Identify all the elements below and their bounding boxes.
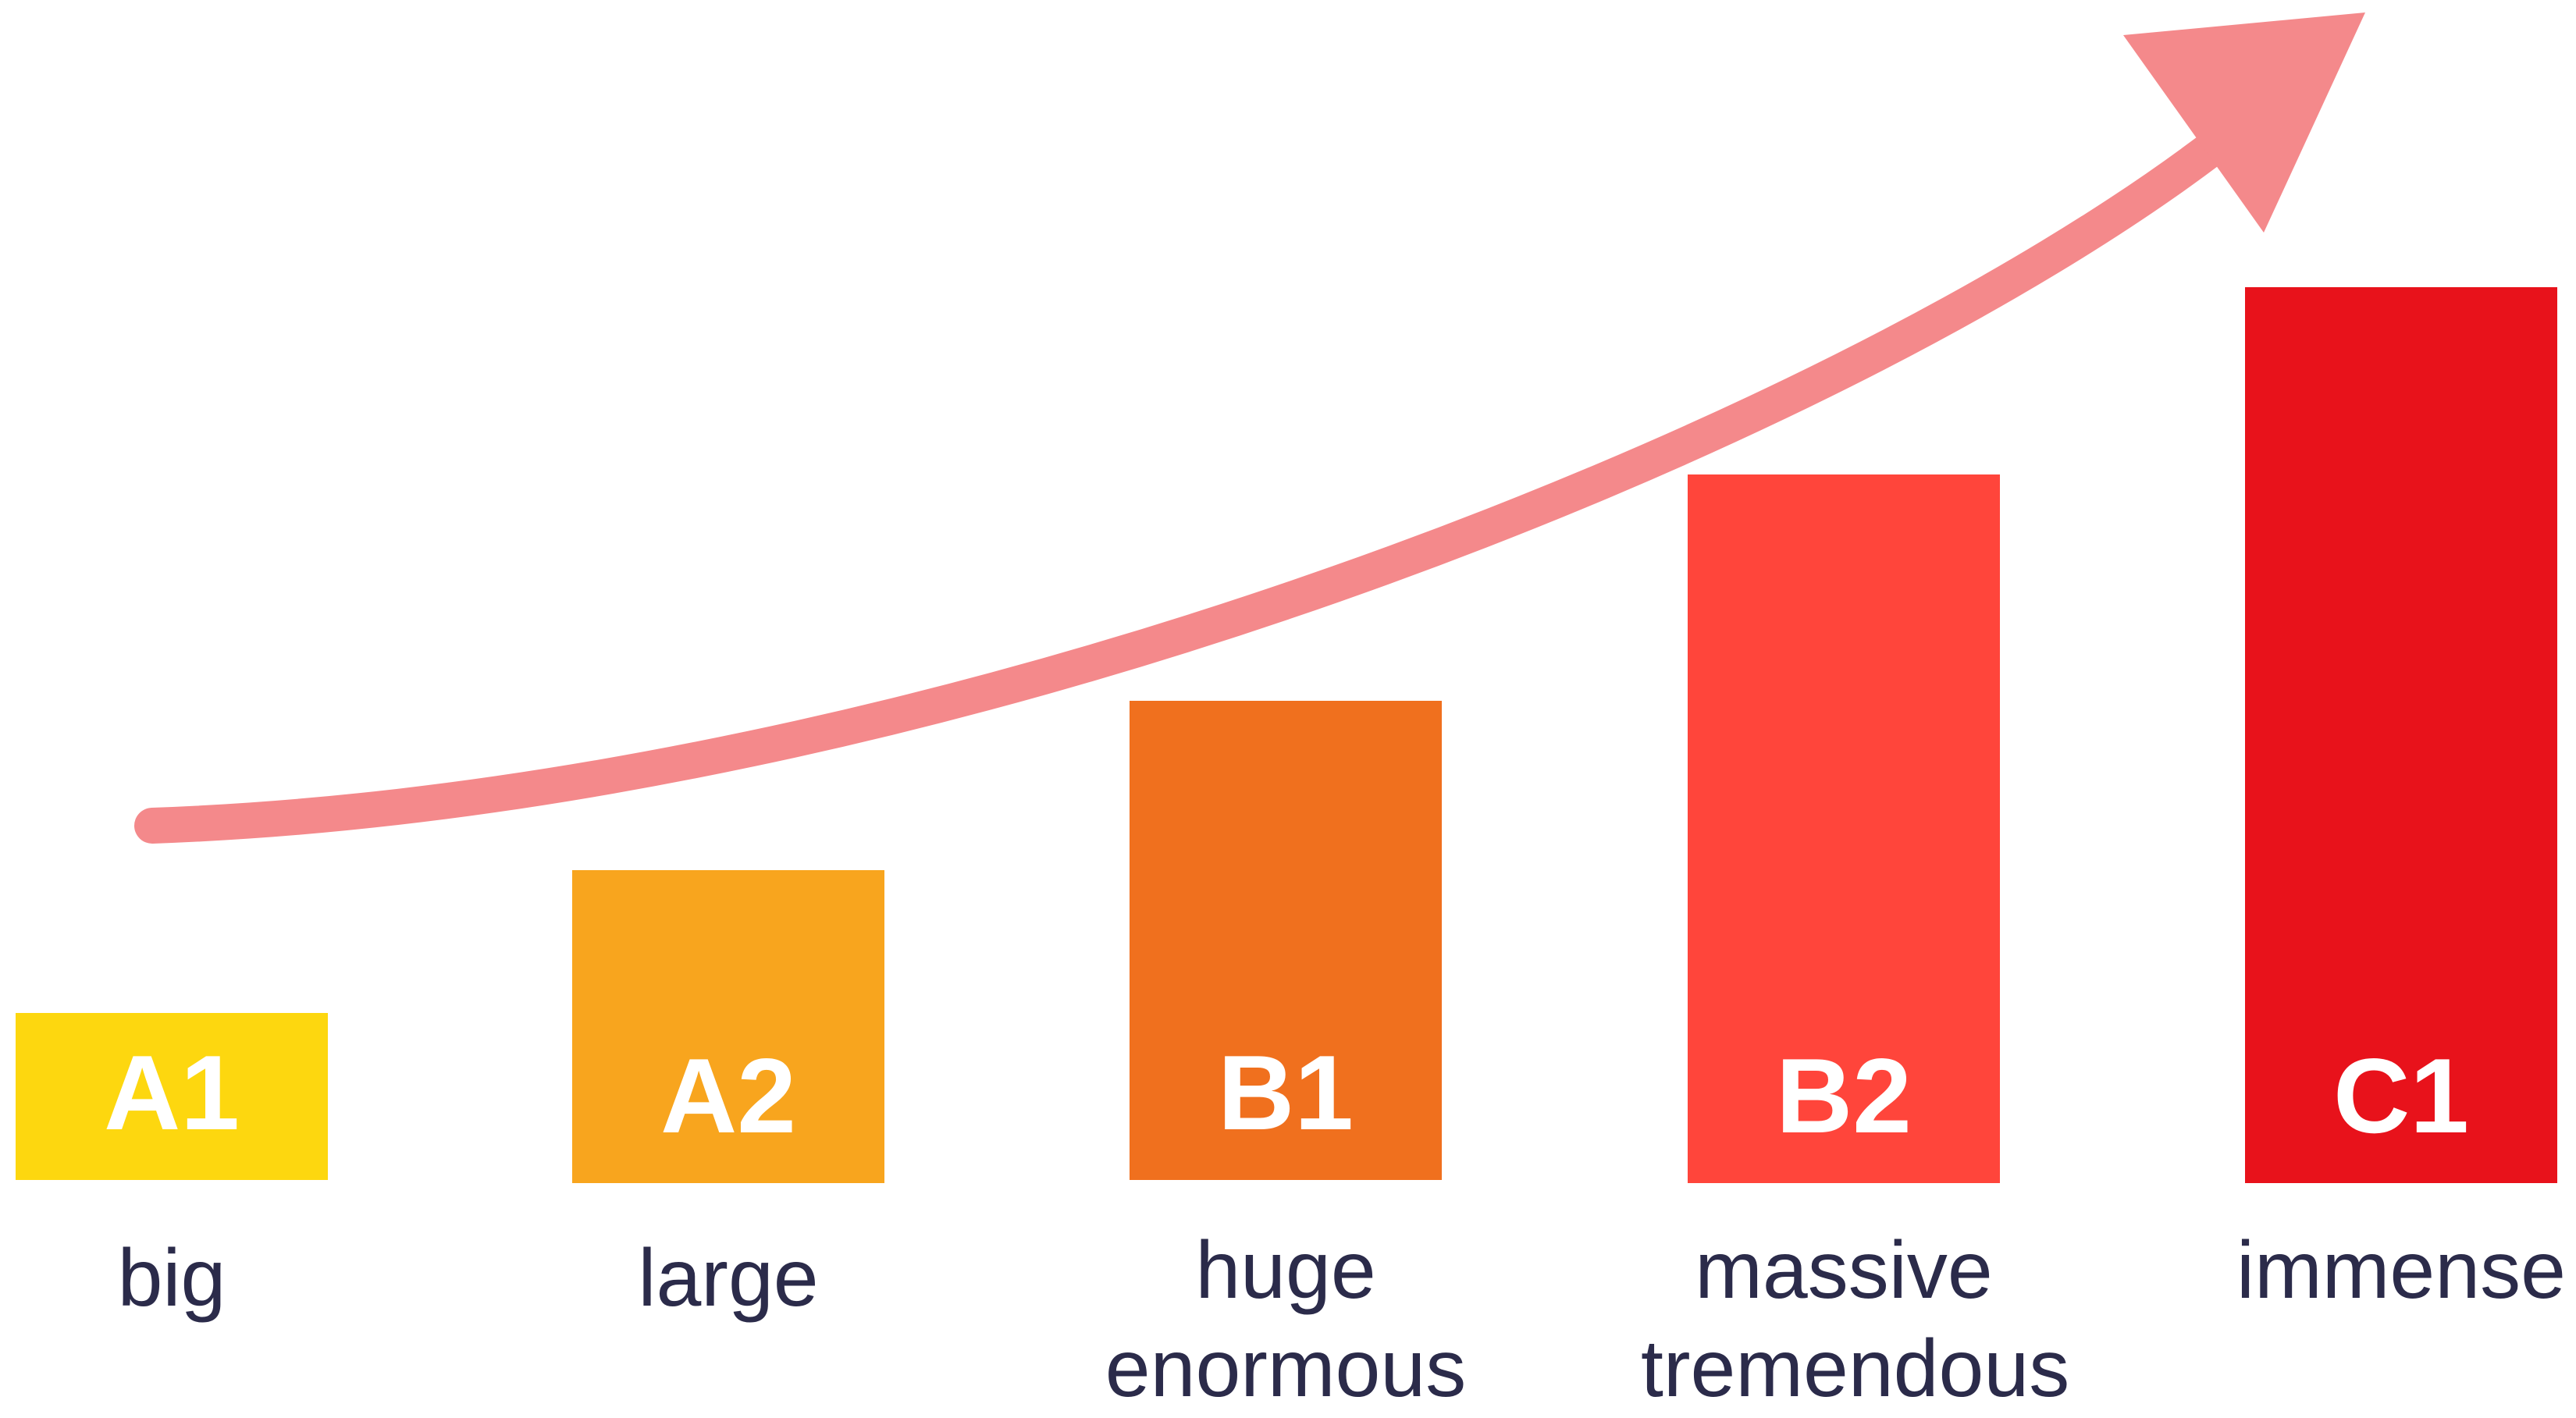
level-code: B2 — [1776, 1036, 1912, 1155]
level-code: C1 — [2333, 1036, 2469, 1155]
arrow-shaft — [134, 126, 2235, 844]
level-word: huge — [1195, 1225, 1376, 1316]
level-words: huge enormous — [1083, 1221, 1489, 1418]
level-words: massive tremendous — [1641, 1221, 2070, 1418]
level-bar: B1 — [1130, 701, 1442, 1180]
level-bar: B2 — [1688, 474, 2000, 1183]
level-a2: A2 large — [572, 0, 884, 1403]
level-word: enormous — [1105, 1324, 1467, 1414]
level-b1: B1 huge enormous — [1105, 0, 1466, 1414]
level-word: immense — [2236, 1225, 2566, 1316]
level-word: big — [117, 1233, 226, 1324]
level-word: large — [638, 1233, 819, 1324]
level-bar: A1 — [16, 1013, 328, 1180]
level-bar: A2 — [572, 870, 884, 1183]
level-code: B1 — [1218, 1033, 1354, 1152]
level-code: A1 — [104, 1033, 240, 1152]
level-words: immense — [2198, 1221, 2576, 1320]
level-word: massive — [1695, 1225, 1993, 1316]
level-words: big — [0, 1229, 375, 1327]
level-code: A2 — [660, 1036, 796, 1155]
arrow-head — [2123, 12, 2365, 233]
level-a1: A1 big — [16, 0, 328, 1403]
level-b2: B2 massive tremendous — [1641, 0, 2069, 1414]
level-c1: C1 immense — [2236, 0, 2566, 1403]
level-words: large — [525, 1229, 931, 1327]
level-bar: C1 — [2245, 287, 2557, 1183]
level-word: tremendous — [1641, 1324, 2070, 1414]
